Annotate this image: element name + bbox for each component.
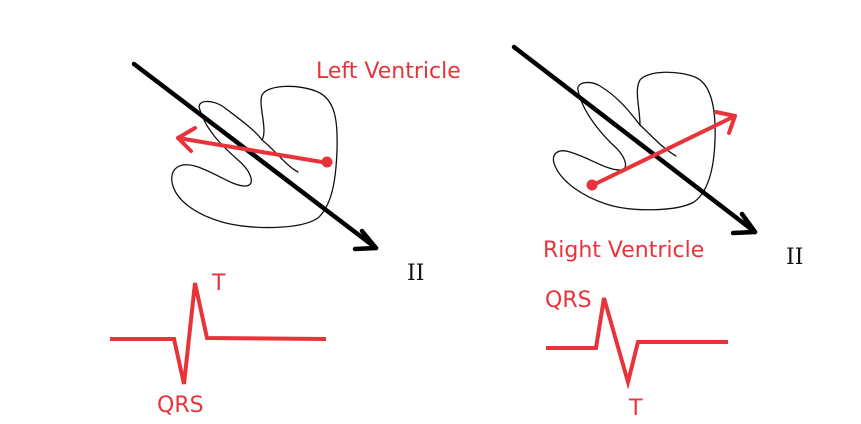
heart-inner-notch <box>261 139 299 173</box>
lead-label: II <box>786 245 803 270</box>
panel-right-ventricle: Right Ventricle II QRS T <box>511 44 803 421</box>
lead-ii-axis-arrow <box>131 61 379 251</box>
vector-arrowhead <box>176 126 197 153</box>
ecg-trace <box>110 282 327 385</box>
ecg-trace <box>546 297 728 390</box>
depolarization-vector <box>589 114 737 188</box>
trace-label-qrs: QRS <box>545 288 592 313</box>
heart-outline <box>171 85 338 229</box>
trace-label-t: T <box>628 396 643 421</box>
vector-origin-dot <box>321 156 333 168</box>
panel-left-ventricle: Left Ventricle II T QRS <box>110 59 461 418</box>
vector-origin-dot <box>586 179 598 191</box>
depolarization-vector <box>176 136 330 165</box>
lead-ii-arrowhead <box>730 211 758 236</box>
heart-label: Left Ventricle <box>316 59 461 84</box>
vector-arrowhead <box>714 110 737 135</box>
lead-ii-axis-arrow <box>511 44 758 235</box>
trace-label-t: T <box>211 271 226 296</box>
heart-inner-notch <box>639 124 677 157</box>
lead-label: II <box>407 261 424 286</box>
trace-label-qrs: QRS <box>157 393 204 418</box>
lead-ii-arrowhead <box>352 228 379 252</box>
heart-label: Right Ventricle <box>543 238 704 263</box>
